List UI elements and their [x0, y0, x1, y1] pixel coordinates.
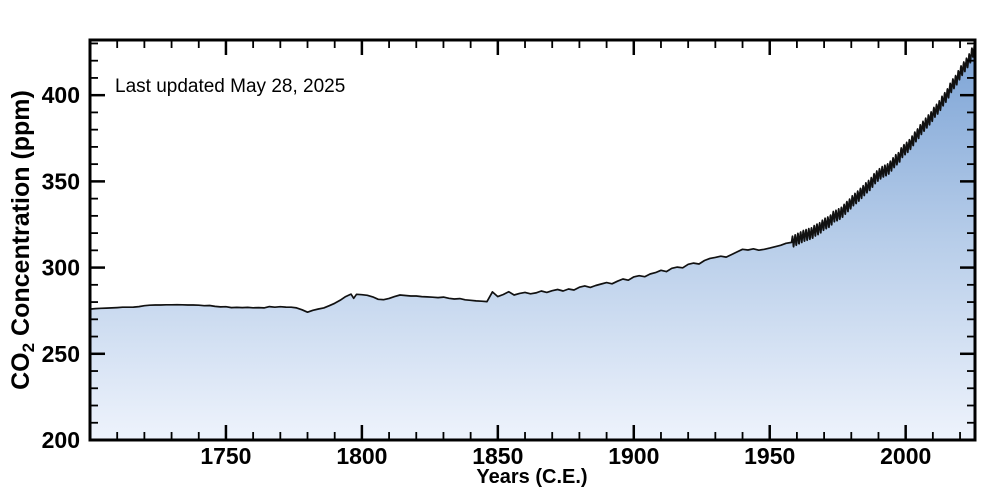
- x-tick-label: 1850: [472, 443, 523, 469]
- x-tick-label: 1800: [336, 443, 387, 469]
- y-axis-title-subscript: 2: [19, 342, 39, 353]
- x-tick-label: 1900: [608, 443, 659, 469]
- y-tick-label: 300: [42, 255, 80, 281]
- x-tick-label: 2000: [880, 443, 931, 469]
- y-tick-label: 250: [42, 341, 80, 367]
- y-tick-label: 400: [42, 82, 80, 108]
- y-axis-title-main: CO: [6, 352, 35, 390]
- y-tick-label: 350: [42, 168, 80, 194]
- plot-frame: [88, 38, 977, 442]
- x-tick-label: 1750: [200, 443, 251, 469]
- x-tick-label: 1950: [744, 443, 795, 469]
- x-axis-title: Years (C.E.): [476, 466, 588, 488]
- co2-line: [90, 42, 975, 314]
- last-updated-annotation: Last updated May 28, 2025: [115, 76, 346, 97]
- y-tick-label: 200: [42, 427, 80, 453]
- co2-area-fill: [90, 42, 975, 440]
- y-axis-title: CO2 Concentration (ppm): [7, 90, 39, 390]
- y-axis-title-units: Concentration (ppm): [6, 90, 35, 343]
